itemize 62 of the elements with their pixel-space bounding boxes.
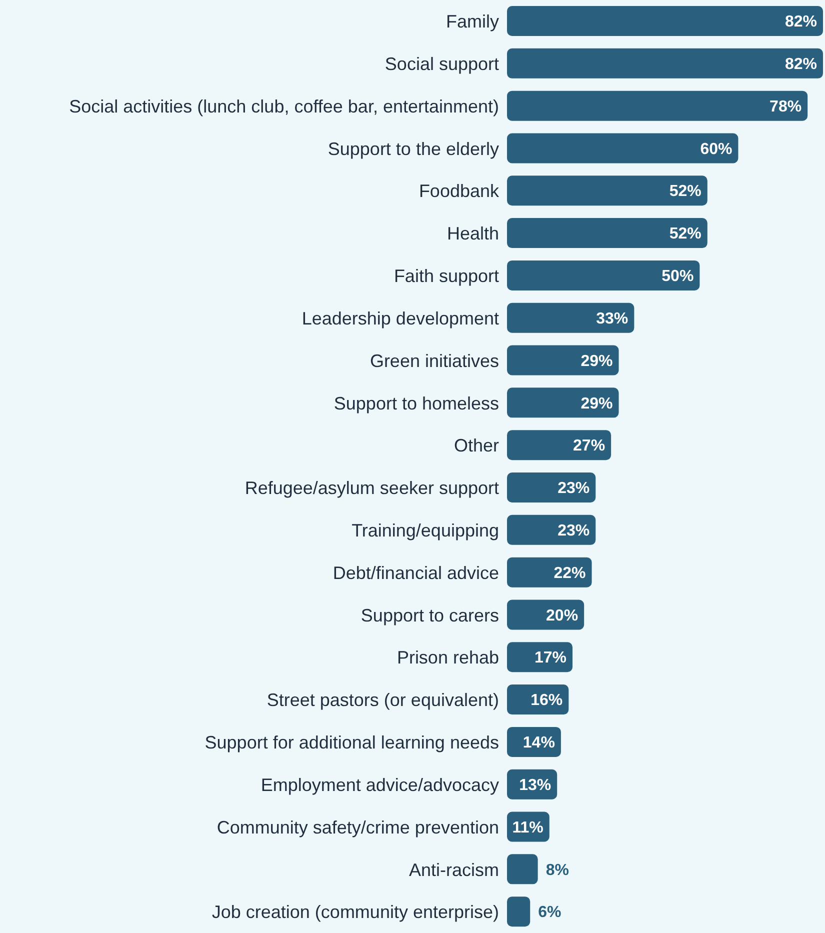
- y-tick-label: Leadership development: [302, 308, 499, 328]
- bar: [507, 260, 700, 290]
- data-label: 78%: [770, 98, 802, 116]
- data-label: 27%: [573, 438, 606, 455]
- data-label: 11%: [512, 819, 544, 836]
- data-label: 50%: [662, 268, 694, 286]
- y-tick-label: Street pastors (or equivalent): [266, 690, 499, 710]
- bar: [507, 133, 738, 164]
- bar: [507, 90, 808, 121]
- bar: [507, 345, 619, 376]
- bar: [507, 430, 612, 460]
- data-label: 82%: [784, 56, 817, 74]
- y-tick-label: Community safety/crime prevention: [216, 817, 499, 838]
- bar: [507, 896, 530, 927]
- y-tick-label: Support to carers: [360, 605, 499, 626]
- y-tick-label: Green initiatives: [370, 350, 499, 371]
- y-tick-label: Foodbank: [418, 181, 500, 202]
- bar: [507, 642, 573, 672]
- y-tick-label: Social support: [384, 54, 499, 74]
- data-label: 14%: [522, 734, 555, 752]
- data-label: 6%: [538, 904, 562, 922]
- y-tick-label: Support to the elderly: [328, 138, 499, 159]
- data-label: 17%: [534, 650, 567, 667]
- data-label: 16%: [530, 692, 563, 710]
- bar: [507, 472, 596, 502]
- data-label: 22%: [554, 564, 586, 582]
- y-tick-label: Prison rehab: [396, 648, 499, 668]
- bar: [507, 302, 634, 333]
- data-label: 82%: [784, 14, 817, 31]
- data-label: 52%: [669, 226, 702, 243]
- y-tick-label: Support to homeless: [334, 393, 499, 414]
- y-tick-label: Employment advice/advocacy: [260, 774, 499, 795]
- bar: [507, 176, 708, 206]
- y-tick-label: Job creation (community enterprise): [212, 902, 499, 922]
- data-label: 29%: [580, 352, 613, 370]
- data-label: 23%: [558, 522, 590, 540]
- y-tick-label: Health: [446, 224, 499, 244]
- bar: [507, 48, 823, 78]
- y-tick-label: Anti-racism: [408, 860, 499, 880]
- y-tick-label: Family: [446, 12, 499, 32]
- data-label: 20%: [546, 607, 578, 624]
- y-tick-label: Support for additional learning needs: [204, 732, 499, 753]
- bar: [507, 557, 592, 588]
- bar: [507, 388, 619, 418]
- data-label: 13%: [519, 776, 552, 794]
- data-label: 8%: [546, 862, 569, 879]
- data-label: 52%: [669, 183, 702, 200]
- bar: [507, 218, 708, 248]
- bar: [507, 514, 596, 545]
- y-tick-label: Training/equipping: [352, 520, 499, 541]
- data-label: 29%: [580, 395, 613, 412]
- bar: [507, 854, 538, 884]
- y-tick-label: Refugee/asylum seeker support: [244, 478, 499, 498]
- y-tick-label: Other: [454, 436, 499, 456]
- bar: [507, 600, 584, 630]
- y-tick-label: Faith support: [394, 266, 499, 286]
- y-tick-label: Debt/financial advice: [332, 562, 499, 583]
- y-tick-label: Social activities (lunch club, coffee bar, entertainment): [69, 96, 499, 116]
- data-label: 23%: [558, 480, 590, 498]
- data-label: 33%: [596, 310, 628, 328]
- bar: [507, 6, 823, 36]
- data-label: 60%: [700, 140, 732, 158]
